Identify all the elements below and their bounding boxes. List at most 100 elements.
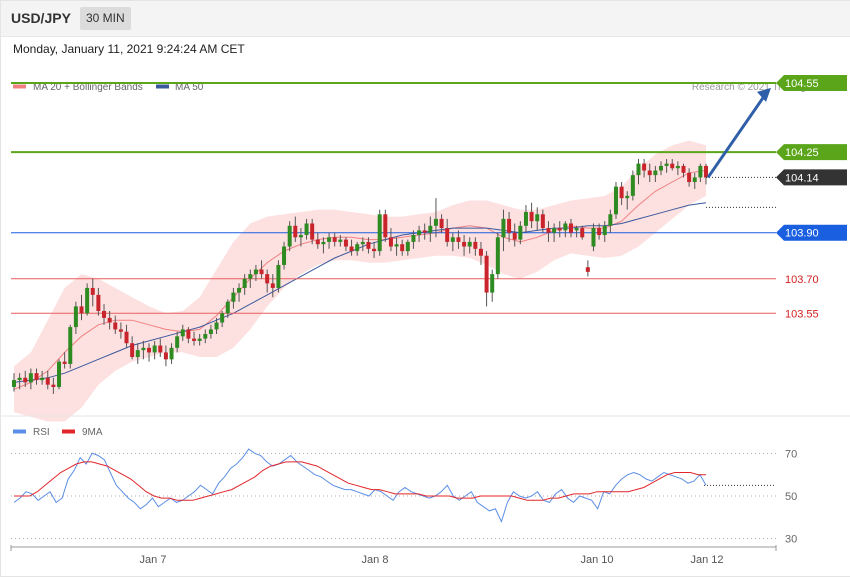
candle-body	[79, 306, 84, 314]
candle-body	[658, 165, 663, 171]
candle-body	[225, 301, 230, 314]
level-tag-104.55	[776, 75, 847, 92]
candle-body	[118, 329, 123, 332]
candle-body	[186, 329, 191, 339]
candle-body	[68, 327, 73, 364]
candle-body	[355, 244, 360, 252]
candle-body	[203, 334, 208, 339]
candle-body	[557, 228, 562, 231]
time-tick-label: Jan 12	[690, 554, 723, 566]
candle-body	[237, 287, 242, 293]
candle-body	[231, 292, 236, 302]
candle-body	[276, 264, 281, 288]
candle-body	[259, 269, 264, 275]
candle-body	[456, 237, 461, 242]
candle-body	[180, 329, 185, 337]
candle-body	[704, 165, 708, 178]
candle-body	[400, 244, 405, 252]
candle-body	[287, 225, 292, 247]
candle-body	[422, 230, 427, 233]
candle-body	[366, 241, 371, 249]
ma50-line	[13, 202, 707, 383]
candle-body	[332, 237, 337, 242]
rsi-ma-line	[14, 461, 706, 501]
candle-body	[377, 214, 382, 252]
candle-body	[687, 172, 692, 183]
candle-body	[529, 211, 534, 222]
timeframe-button[interactable]: 30 MIN	[80, 7, 131, 30]
time-tick-label: Jan 8	[362, 554, 389, 566]
candle-body	[158, 345, 163, 353]
level-tag-103.90	[776, 224, 847, 241]
bollinger-band	[14, 140, 706, 422]
current-price-tag	[776, 169, 847, 186]
candle-body	[175, 336, 180, 348]
candle-body	[428, 225, 433, 233]
candle-body	[462, 241, 467, 247]
candle-body	[591, 228, 596, 247]
candle-body	[445, 228, 450, 242]
candle-body	[490, 274, 495, 293]
candle-body	[208, 329, 213, 335]
candle-body	[467, 241, 472, 247]
rsi-tick-label: 50	[785, 491, 797, 503]
candle-body	[512, 232, 517, 240]
candle-body	[546, 228, 551, 233]
candle-body	[327, 237, 332, 242]
rsi-ma-legend-label: 9MA	[82, 427, 103, 438]
candle-body	[602, 225, 607, 235]
candle-body	[40, 377, 45, 381]
candle-body	[388, 237, 393, 247]
candle-body	[315, 239, 320, 245]
candle-body	[495, 237, 500, 275]
candle-body	[670, 163, 675, 169]
forecast-arrow-head	[757, 87, 771, 102]
candle-body	[405, 241, 410, 252]
candle-body	[163, 352, 168, 360]
current-price-label: 104.14	[785, 172, 819, 184]
candle-body	[282, 246, 287, 265]
candle-body	[298, 235, 303, 238]
candle-body	[692, 177, 697, 183]
candle-body	[585, 267, 590, 272]
candle-body	[220, 313, 225, 323]
candle-body	[338, 239, 343, 242]
candle-body	[113, 322, 118, 330]
rsi-legend-swatch	[13, 429, 26, 434]
candle-body	[107, 317, 112, 323]
level-tag-104.25	[776, 144, 847, 161]
candle-body	[304, 223, 309, 235]
candle-body	[169, 347, 174, 360]
candle-body	[642, 163, 647, 171]
candle-body	[664, 163, 669, 166]
candle-body	[484, 255, 489, 293]
candle-body	[135, 350, 140, 358]
candle-body	[394, 244, 399, 247]
candle-body	[597, 228, 602, 235]
candle-body	[523, 211, 528, 226]
candle-body	[90, 287, 95, 295]
time-tick-label: Jan 10	[580, 554, 613, 566]
candle-body	[473, 241, 478, 249]
candle-body	[433, 218, 438, 226]
forecast-arrow-shaft	[706, 94, 767, 179]
candle-body	[62, 361, 67, 364]
candle-body	[17, 377, 22, 381]
candle-body	[248, 274, 253, 279]
candle-body	[12, 380, 16, 387]
candle-body	[681, 165, 686, 173]
candle-body	[293, 225, 298, 238]
candle-body	[636, 163, 641, 176]
candle-body	[242, 278, 247, 288]
candle-body	[51, 384, 56, 387]
candle-body	[349, 246, 354, 252]
candle-body	[28, 373, 33, 383]
rsi-tick-label: 30	[785, 534, 797, 546]
candle-body	[214, 322, 219, 330]
candle-body	[85, 287, 90, 314]
candle-body	[417, 230, 422, 235]
ma20-legend-label: MA 20 + Bollinger Bands	[33, 82, 143, 93]
candle-body	[124, 331, 129, 344]
ma20-line	[13, 170, 707, 390]
